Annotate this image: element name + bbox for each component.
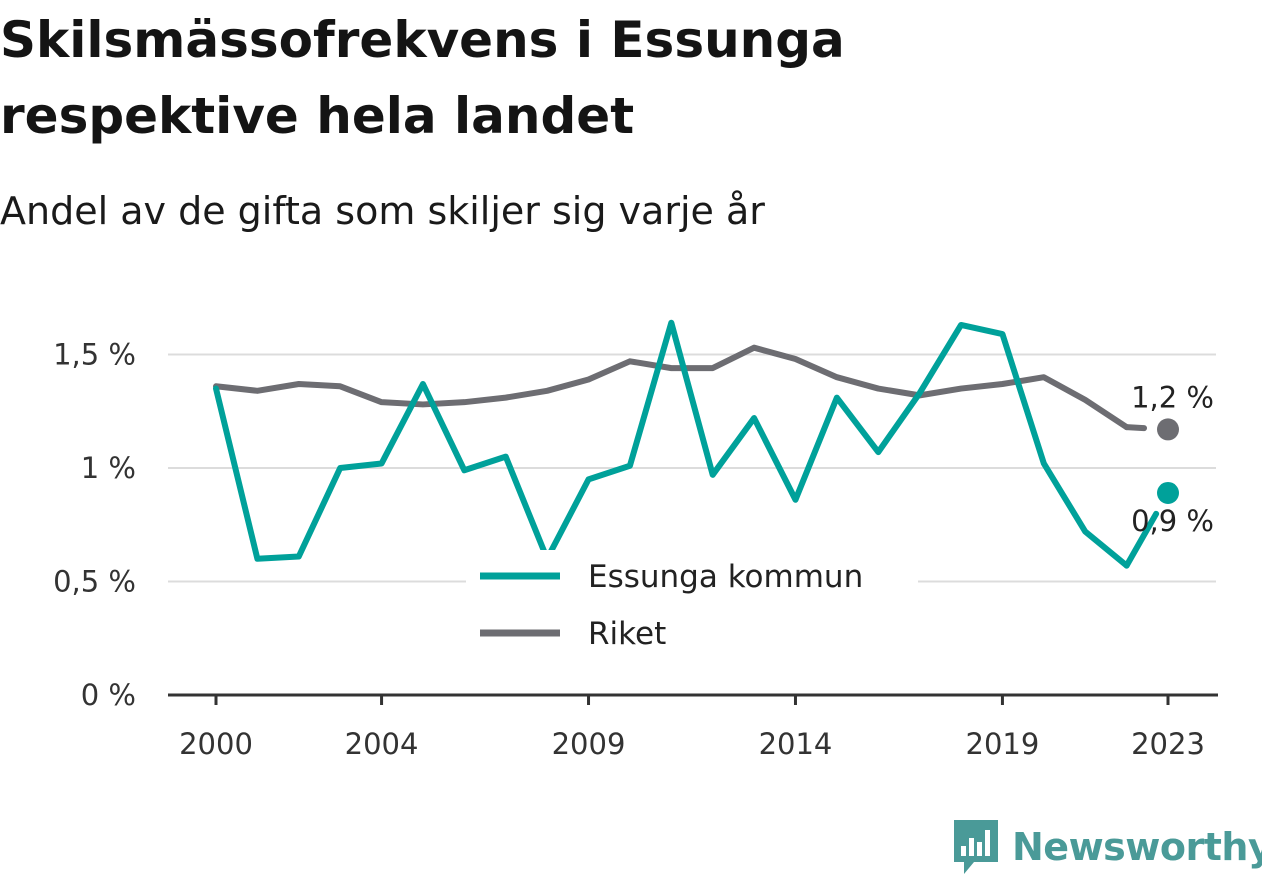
x-tick-label: 2023 <box>1131 727 1205 761</box>
x-tick-label: 2000 <box>179 727 253 761</box>
legend: Essunga kommun Riket <box>466 550 918 666</box>
x-axis: 2000 2004 2009 2014 2019 2023 <box>168 693 1218 761</box>
legend-label: Riket <box>588 616 666 652</box>
y-axis-ticks: 0 % 0,5 % 1 % 1,5 % <box>53 338 136 713</box>
x-tick-label: 2004 <box>345 727 419 761</box>
y-tick-label: 1 % <box>81 451 136 485</box>
y-tick-label: 0,5 % <box>53 565 136 599</box>
chart-title: Skilsmässofrekvens i Essunga respektive … <box>0 11 845 145</box>
legend-background <box>466 550 918 666</box>
series-line-essunga <box>213 319 1130 569</box>
x-tick-label: 2009 <box>552 727 626 761</box>
y-tick-label: 1,5 % <box>53 338 136 372</box>
end-point-marker <box>1157 481 1179 504</box>
series-last-segment <box>1123 510 1160 569</box>
series-last-segment <box>1123 424 1148 432</box>
newsworthy-chart-bubble-icon <box>954 820 998 874</box>
end-markers: 1,2 % 0,9 % <box>537 380 1214 565</box>
x-tick-label: 2019 <box>966 727 1040 761</box>
legend-label: Essunga kommun <box>588 559 863 595</box>
end-value-label: 1,2 % <box>1131 380 1214 414</box>
series-lines <box>213 319 1160 569</box>
y-tick-label: 0 % <box>81 678 136 712</box>
end-point-marker <box>1157 418 1179 441</box>
end-value-label: 0,9 % <box>1131 504 1214 538</box>
brand-name: Newsworthy <box>1012 825 1262 869</box>
x-tick-label: 2014 <box>759 727 833 761</box>
chart-subtitle: Andel av de gifta som skiljer sig varje … <box>0 189 765 233</box>
newsworthy-logo: Newsworthy <box>950 818 1262 876</box>
series-line-riket <box>213 344 1130 431</box>
